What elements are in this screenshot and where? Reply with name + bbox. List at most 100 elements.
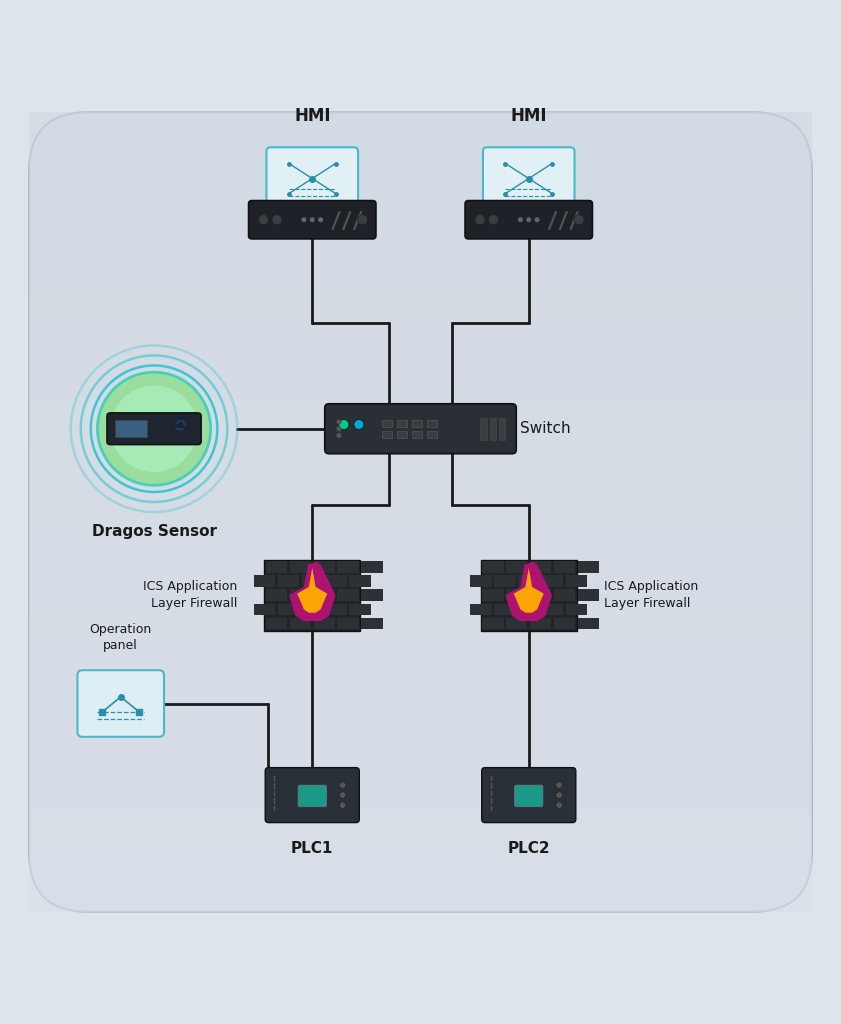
FancyBboxPatch shape xyxy=(427,420,437,427)
FancyBboxPatch shape xyxy=(362,590,383,601)
FancyBboxPatch shape xyxy=(29,512,812,519)
FancyBboxPatch shape xyxy=(554,590,575,601)
FancyBboxPatch shape xyxy=(482,617,504,630)
FancyBboxPatch shape xyxy=(29,898,812,905)
FancyBboxPatch shape xyxy=(337,617,359,630)
FancyBboxPatch shape xyxy=(265,768,359,822)
FancyBboxPatch shape xyxy=(29,492,812,499)
Circle shape xyxy=(475,215,485,224)
FancyBboxPatch shape xyxy=(29,539,812,546)
FancyBboxPatch shape xyxy=(29,559,812,565)
FancyBboxPatch shape xyxy=(314,561,335,572)
FancyBboxPatch shape xyxy=(29,246,812,252)
FancyBboxPatch shape xyxy=(29,352,812,358)
Text: ICS Application
Layer Firewall: ICS Application Layer Firewall xyxy=(604,581,698,610)
FancyBboxPatch shape xyxy=(29,879,812,885)
FancyBboxPatch shape xyxy=(115,421,147,437)
Circle shape xyxy=(526,217,532,222)
FancyBboxPatch shape xyxy=(29,706,812,712)
FancyBboxPatch shape xyxy=(278,575,299,587)
FancyBboxPatch shape xyxy=(412,431,422,438)
FancyBboxPatch shape xyxy=(29,599,812,605)
FancyBboxPatch shape xyxy=(29,505,812,512)
Circle shape xyxy=(336,433,341,438)
FancyBboxPatch shape xyxy=(29,132,812,139)
Circle shape xyxy=(354,420,364,429)
Circle shape xyxy=(318,217,323,222)
FancyBboxPatch shape xyxy=(499,418,505,439)
FancyBboxPatch shape xyxy=(289,617,311,630)
FancyBboxPatch shape xyxy=(77,670,164,737)
FancyBboxPatch shape xyxy=(483,147,574,218)
FancyBboxPatch shape xyxy=(29,379,812,385)
Circle shape xyxy=(272,215,282,224)
FancyBboxPatch shape xyxy=(29,772,812,778)
FancyBboxPatch shape xyxy=(397,431,407,438)
FancyBboxPatch shape xyxy=(29,412,812,419)
FancyBboxPatch shape xyxy=(29,572,812,579)
FancyBboxPatch shape xyxy=(29,738,812,745)
FancyBboxPatch shape xyxy=(29,679,812,685)
FancyBboxPatch shape xyxy=(29,639,812,645)
FancyBboxPatch shape xyxy=(29,279,812,286)
FancyBboxPatch shape xyxy=(29,519,812,525)
FancyBboxPatch shape xyxy=(542,603,563,615)
FancyBboxPatch shape xyxy=(29,485,812,492)
FancyBboxPatch shape xyxy=(29,765,812,772)
FancyBboxPatch shape xyxy=(29,525,812,532)
Circle shape xyxy=(489,215,499,224)
FancyBboxPatch shape xyxy=(29,225,812,232)
FancyBboxPatch shape xyxy=(482,590,504,601)
FancyBboxPatch shape xyxy=(29,885,812,892)
FancyBboxPatch shape xyxy=(29,712,812,719)
FancyBboxPatch shape xyxy=(382,420,392,427)
FancyBboxPatch shape xyxy=(302,575,323,587)
FancyBboxPatch shape xyxy=(254,603,275,615)
FancyBboxPatch shape xyxy=(29,398,812,406)
FancyBboxPatch shape xyxy=(465,201,592,239)
FancyBboxPatch shape xyxy=(506,617,527,630)
FancyBboxPatch shape xyxy=(29,618,812,626)
FancyBboxPatch shape xyxy=(554,617,575,630)
FancyBboxPatch shape xyxy=(29,852,812,858)
Polygon shape xyxy=(297,567,327,612)
FancyBboxPatch shape xyxy=(278,603,299,615)
FancyBboxPatch shape xyxy=(29,318,812,326)
Circle shape xyxy=(556,802,563,808)
FancyBboxPatch shape xyxy=(542,575,563,587)
FancyBboxPatch shape xyxy=(29,166,812,172)
FancyBboxPatch shape xyxy=(29,645,812,652)
FancyBboxPatch shape xyxy=(29,239,812,246)
FancyBboxPatch shape xyxy=(427,431,437,438)
FancyBboxPatch shape xyxy=(289,561,311,572)
FancyBboxPatch shape xyxy=(566,603,587,615)
FancyBboxPatch shape xyxy=(482,768,576,822)
FancyBboxPatch shape xyxy=(530,561,552,572)
FancyBboxPatch shape xyxy=(29,358,812,366)
Circle shape xyxy=(339,802,346,808)
FancyBboxPatch shape xyxy=(29,326,812,332)
FancyBboxPatch shape xyxy=(29,858,812,865)
FancyBboxPatch shape xyxy=(29,259,812,265)
FancyBboxPatch shape xyxy=(397,420,407,427)
FancyBboxPatch shape xyxy=(29,159,812,166)
FancyBboxPatch shape xyxy=(362,617,383,630)
FancyBboxPatch shape xyxy=(362,561,383,572)
FancyBboxPatch shape xyxy=(29,385,812,392)
FancyBboxPatch shape xyxy=(489,418,496,439)
FancyBboxPatch shape xyxy=(29,658,812,666)
FancyBboxPatch shape xyxy=(29,199,812,206)
FancyBboxPatch shape xyxy=(29,232,812,239)
FancyBboxPatch shape xyxy=(29,345,812,352)
FancyBboxPatch shape xyxy=(480,418,487,439)
FancyBboxPatch shape xyxy=(29,672,812,679)
FancyBboxPatch shape xyxy=(29,172,812,179)
FancyBboxPatch shape xyxy=(267,147,358,218)
Circle shape xyxy=(336,426,341,431)
Circle shape xyxy=(574,215,584,224)
FancyBboxPatch shape xyxy=(29,465,812,472)
FancyBboxPatch shape xyxy=(29,799,812,805)
Polygon shape xyxy=(505,562,552,622)
FancyBboxPatch shape xyxy=(264,560,360,631)
FancyBboxPatch shape xyxy=(29,499,812,505)
